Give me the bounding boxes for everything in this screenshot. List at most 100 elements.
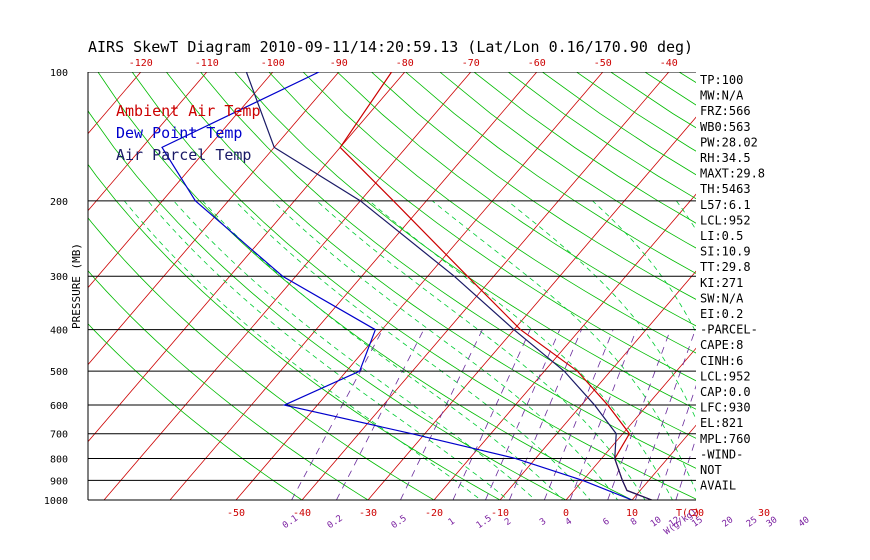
moist-adiabat-line xyxy=(431,200,696,493)
dry-adiabat-line xyxy=(88,323,303,500)
top-temp-tick-label: -60 xyxy=(528,58,546,69)
dry-adiabat-line xyxy=(88,217,435,500)
stat-item: -WIND- xyxy=(700,447,743,461)
bottom-temp-tick-label: -40 xyxy=(293,508,311,519)
isotherm-line xyxy=(830,72,870,500)
mixing-ratio-line xyxy=(508,329,582,500)
profile-lines xyxy=(161,72,653,500)
stat-item: EI:0.2 xyxy=(700,307,743,321)
mixing-ratio-line xyxy=(400,329,483,500)
dry-adiabat-line xyxy=(88,109,567,500)
mixing-ratio-tick-label: 4 xyxy=(564,517,574,528)
bottom-temp-axis-label: T(C) xyxy=(676,508,700,519)
isotherm-line xyxy=(764,72,870,500)
dry-adiabat-line xyxy=(371,72,696,300)
isotherm-line xyxy=(235,72,604,500)
mixing-ratio-line xyxy=(753,330,801,500)
bottom-temp-tick-label: 30 xyxy=(758,508,770,519)
mixing-ratio-tick-label: 40 xyxy=(797,515,812,529)
stat-item: SI:10.9 xyxy=(700,245,751,259)
mixing-ratio-tick-label: 1 xyxy=(447,517,457,528)
moist-adiabat-line xyxy=(748,201,809,509)
moist-adiabat-line xyxy=(369,200,673,500)
stat-item: MW:N/A xyxy=(700,89,744,103)
stat-item: FRZ:566 xyxy=(700,104,751,118)
stat-item: LFC:930 xyxy=(700,401,751,415)
dry-adiabat-line xyxy=(748,72,870,509)
pressure-tick-label: 400 xyxy=(50,326,68,337)
legend-entry: Air Parcel Temp xyxy=(116,146,251,164)
pressure-tick-label: 100 xyxy=(50,68,68,79)
top-temp-tick-label: -120 xyxy=(129,58,153,69)
legend-entry: Dew Point Temp xyxy=(116,124,242,142)
stat-item: MAXT:29.8 xyxy=(700,167,765,181)
dry-adiabat-line xyxy=(200,72,696,439)
bottom-temp-tick-label: 0 xyxy=(563,508,569,519)
isotherm-line xyxy=(169,72,538,500)
mixing-ratio-tick-label: 0.5 xyxy=(390,514,409,532)
stat-item: KI:271 xyxy=(700,276,743,290)
mixing-ratio-tick-label: 10 xyxy=(649,515,664,529)
top-temp-tick-label: -80 xyxy=(396,58,414,69)
isotherm-line xyxy=(499,270,696,500)
mixing-ratio-tick-label: 20 xyxy=(721,515,736,529)
mixing-ratio-line xyxy=(634,329,696,500)
legend-entry: Ambient Air Temp xyxy=(116,102,261,120)
stat-item: TP:100 xyxy=(700,73,743,87)
top-temp-tick-label: -50 xyxy=(594,58,612,69)
bottom-temp-tick-label: -30 xyxy=(359,508,377,519)
pressure-tick-label: 800 xyxy=(50,455,68,466)
series-line-2 xyxy=(161,72,633,500)
mixing-ratio-line xyxy=(657,384,696,500)
dry-adiabat-line xyxy=(97,72,633,500)
mixing-ratio-tick-label: 6 xyxy=(601,517,611,528)
mixing-ratio-line xyxy=(452,329,531,500)
dry-adiabat-line xyxy=(166,72,696,469)
dry-adiabat-line xyxy=(88,270,369,500)
mixing-ratio-tick-label: 0.2 xyxy=(326,514,345,532)
dry-adiabat-line xyxy=(88,163,501,500)
dry-adiabat-line xyxy=(405,72,696,274)
stat-item: CINH:6 xyxy=(700,354,743,368)
isotherm-line xyxy=(301,72,670,500)
pressure-tick-label: 300 xyxy=(50,272,68,283)
stat-item: PW:28.02 xyxy=(700,135,758,149)
dry-adiabat-line xyxy=(131,72,696,500)
dry-adiabat-line xyxy=(268,72,696,382)
stat-item: SW:N/A xyxy=(700,291,744,305)
isotherm-line xyxy=(88,72,274,289)
bottom-temp-tick-label: -20 xyxy=(425,508,443,519)
y-axis-label: PRESSURE (MB) xyxy=(70,243,83,329)
stat-item: WB0:563 xyxy=(700,120,751,134)
isotherm-line xyxy=(367,116,696,500)
bottom-temp-tick-label: -10 xyxy=(491,508,509,519)
isotherm-line xyxy=(565,347,696,500)
stat-item: MPL:760 xyxy=(700,432,751,446)
stat-item: CAPE:8 xyxy=(700,338,743,352)
top-temp-tick-label: -100 xyxy=(261,58,285,69)
pressure-tick-label: 900 xyxy=(50,476,68,487)
stat-item: AVAIL xyxy=(700,479,736,493)
mixing-ratio-line xyxy=(569,329,637,500)
pressure-tick-label: 700 xyxy=(50,430,68,441)
axes: 1002003004005006007008009001000PRESSURE … xyxy=(44,58,812,537)
isotherm-line xyxy=(103,72,472,500)
isotherm-line xyxy=(433,193,696,500)
pressure-tick-label: 1000 xyxy=(44,496,68,507)
mixing-ratio-tick-label: 2 xyxy=(503,517,513,528)
mixing-ratio-line xyxy=(773,330,819,500)
moist-adiabat-line xyxy=(272,200,619,500)
bottom-temp-tick-label: -50 xyxy=(227,508,245,519)
moist-adiabat-line xyxy=(124,200,482,500)
top-temp-tick-label: -110 xyxy=(195,58,219,69)
mixing-ratio-line xyxy=(607,329,671,500)
dry-adiabat-line xyxy=(336,72,696,327)
chart-title: AIRS SkewT Diagram 2010-09-11/14:20:59.1… xyxy=(88,38,693,56)
mixing-ratio-tick-label: 3 xyxy=(538,517,548,528)
isotherm-line xyxy=(631,424,696,500)
dry-adiabat-line xyxy=(302,72,696,354)
pressure-tick-label: 200 xyxy=(50,197,68,208)
mixing-ratio-line xyxy=(805,330,847,500)
